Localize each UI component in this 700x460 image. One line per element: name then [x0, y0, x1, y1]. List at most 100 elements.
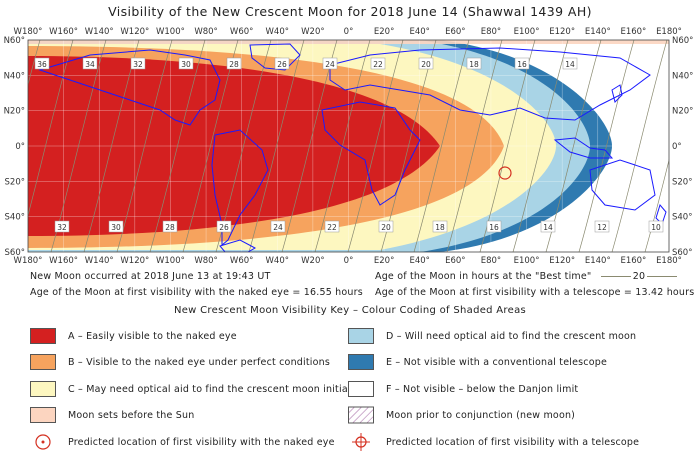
- lon-label-top: W60°: [230, 27, 253, 37]
- coast-greenland: [249, 43, 301, 71]
- contour-label-top-box: [514, 57, 530, 70]
- lon-label-top: W140°: [85, 27, 114, 37]
- lon-label-bottom: W60°: [230, 256, 253, 266]
- contour-line: [28, 40, 74, 217]
- lon-label-top: 0°: [344, 27, 354, 37]
- key-label-E: E – Not visible with a conventional tele…: [386, 356, 607, 368]
- contour-label-top: 28: [229, 60, 239, 69]
- contour-label-bottom: 20: [381, 223, 391, 232]
- contour-label-bottom: 28: [165, 223, 175, 232]
- lat-label-right: S40°: [672, 213, 692, 223]
- contour-label-bottom-box: [648, 220, 664, 233]
- lon-label-top: W160°: [49, 27, 78, 37]
- lat-label-left: N60°: [4, 36, 25, 46]
- contour-label-top-box: [82, 57, 98, 70]
- page-title: Visibility of the New Crescent Moon for …: [108, 4, 592, 19]
- map-frame: [27, 39, 670, 253]
- lon-label-bottom: E20°: [374, 256, 394, 266]
- contour-label-top: 36: [37, 60, 47, 69]
- swatch-F: [348, 381, 374, 397]
- lat-label-right: 0°: [672, 142, 682, 152]
- contour-label-bottom-box: [108, 220, 124, 233]
- lat-label-right: S20°: [672, 177, 692, 187]
- contour-label-bottom: 16: [489, 223, 499, 232]
- lon-label-top: W100°: [156, 27, 185, 37]
- naked-eye-age-text: Age of the Moon at first visibility with…: [30, 287, 363, 298]
- lon-label-bottom: W40°: [266, 256, 289, 266]
- lon-label-bottom: E140°: [585, 256, 611, 266]
- contour-line: [116, 40, 173, 252]
- contour-line: [347, 40, 404, 252]
- contour-label-top-box: [322, 57, 338, 70]
- lon-label-top: E40°: [410, 27, 430, 37]
- lon-label-bottom: W120°: [120, 256, 149, 266]
- lon-label-bottom: W160°: [49, 256, 78, 266]
- lat-label-right: N40°: [672, 71, 693, 81]
- lon-label-top: W20°: [301, 27, 324, 37]
- key-item-C: C – May need optical aid to find the cre…: [30, 380, 359, 398]
- contour-label-bottom: 10: [651, 223, 661, 232]
- contour-label-bottom-box: [378, 220, 394, 233]
- contour-label-bottom: 18: [435, 223, 445, 232]
- lon-label-top: E20°: [374, 27, 394, 37]
- lon-label-bottom: W180°: [14, 256, 43, 266]
- lon-label-bottom: W100°: [156, 256, 185, 266]
- lon-label-bottom: E80°: [481, 256, 501, 266]
- contour-label-top: 22: [373, 60, 383, 69]
- contour-line: [446, 40, 503, 252]
- lon-label-top: W80°: [194, 27, 217, 37]
- lon-label-top: E180°: [656, 27, 682, 37]
- coast-antarctica-tip: [219, 239, 257, 252]
- lon-label-top: E160°: [620, 27, 646, 37]
- contour-label-top: 32: [133, 60, 143, 69]
- lon-label-bottom: E120°: [549, 256, 575, 266]
- contour-line: [248, 40, 305, 252]
- lon-label-bottom: E100°: [514, 256, 540, 266]
- key-item-prior: Moon prior to conjunction (new moon): [348, 406, 575, 424]
- contour-line: [28, 40, 41, 86]
- lat-label-left: S20°: [5, 177, 25, 187]
- contour-label-bottom-box: [270, 220, 286, 233]
- telescope-crosshair-icon: [352, 433, 370, 451]
- coast-south-america: [211, 129, 269, 247]
- swatch-A: [30, 328, 56, 344]
- contour-label-top: 26: [277, 60, 287, 69]
- coast-australia: [589, 159, 656, 211]
- contour-line: [611, 40, 668, 252]
- lat-label-left: S40°: [5, 213, 25, 223]
- swatch-B: [30, 354, 56, 370]
- contour-label-bottom-box: [54, 220, 70, 233]
- key-label-F: F – Not visible – below the Danjon limit: [386, 383, 579, 395]
- lat-label-right: S60°: [672, 248, 692, 258]
- contour-sample-line: [600, 276, 631, 277]
- lat-label-left: S60°: [5, 248, 25, 258]
- contour-line: [149, 40, 206, 252]
- key-label-sets: Moon sets before the Sun: [68, 409, 195, 421]
- new-moon-text: New Moon occurred at 2018 June 13 at 19:…: [30, 271, 271, 282]
- swatch-D: [348, 328, 374, 344]
- coast-north-america: [38, 49, 221, 126]
- contour-sample-value: 20: [632, 271, 646, 282]
- lat-label-left: N40°: [4, 71, 25, 81]
- key-item-F: F – Not visible – below the Danjon limit: [348, 380, 578, 398]
- contour-label-top: 18: [469, 60, 479, 69]
- contour-label-top-box: [370, 57, 386, 70]
- key-item-scope: Predicted location of first visibility w…: [348, 433, 639, 451]
- key-label-prior: Moon prior to conjunction (new moon): [386, 409, 576, 421]
- lon-label-top: E140°: [585, 27, 611, 37]
- contour-label-bottom-box: [432, 220, 448, 233]
- visibility-map: W180° W160° W140° W120° W100° W80° W60° W40° W20…: [4, 27, 694, 266]
- contour-label-bottom: 26: [219, 223, 229, 232]
- contour-label-top: 34: [85, 60, 95, 69]
- naked-eye-marker: [498, 166, 512, 180]
- contour-label-top-box: [466, 57, 482, 70]
- lon-label-top: E100°: [514, 27, 540, 37]
- lon-label-bottom: E40°: [410, 256, 430, 266]
- contour-label-bottom-box: [594, 220, 610, 233]
- coast-europe-asia: [329, 47, 651, 121]
- lon-label-bottom: E160°: [620, 256, 646, 266]
- contour-label-top-box: [226, 57, 242, 70]
- lat-label-right: N60°: [672, 36, 693, 46]
- contour-label-top: 14: [565, 60, 575, 69]
- key-label-scope: Predicted location of first visibility w…: [386, 436, 640, 448]
